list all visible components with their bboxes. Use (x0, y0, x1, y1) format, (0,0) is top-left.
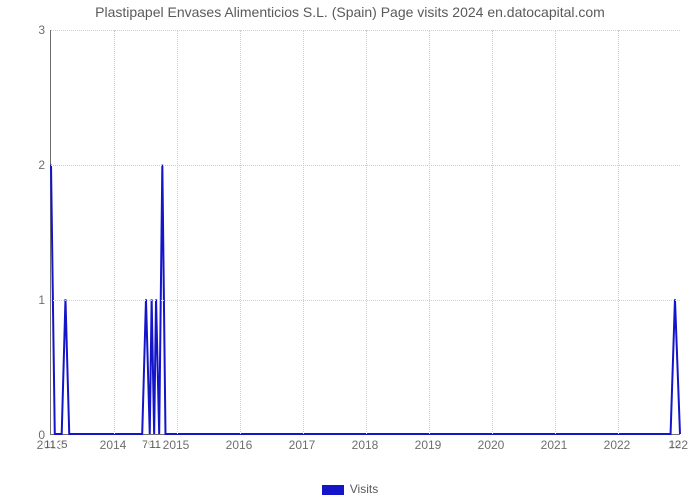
x-tick-label: 2021 (541, 438, 568, 452)
x-tick-label: 2014 (100, 438, 127, 452)
y-tick-label: 2 (30, 158, 45, 172)
x-tick-label: 2015 (163, 438, 190, 452)
x-tick-label: 2019 (415, 438, 442, 452)
legend-label: Visits (350, 482, 378, 496)
legend-swatch (322, 485, 344, 495)
x-tick-label: 2016 (226, 438, 253, 452)
x-tick-label: 2022 (604, 438, 631, 452)
grid-line-v (492, 30, 493, 434)
data-point-label: 11 (43, 439, 56, 451)
data-point-label: 12 (668, 439, 682, 451)
grid-line-v (366, 30, 367, 434)
grid-line-v (240, 30, 241, 434)
grid-line-v (555, 30, 556, 434)
grid-line-v (114, 30, 115, 434)
data-point-label: 11 (148, 439, 161, 451)
grid-line-v (177, 30, 178, 434)
grid-line-v (303, 30, 304, 434)
y-tick-label: 1 (30, 293, 45, 307)
x-tick-label: 2017 (289, 438, 316, 452)
grid-line-v (429, 30, 430, 434)
chart-title: Plastipapel Envases Alimenticios S.L. (S… (0, 4, 700, 20)
plot-area (50, 30, 680, 435)
grid-line-v (618, 30, 619, 434)
x-tick-label: 2020 (478, 438, 505, 452)
data-point-label: 5 (60, 439, 68, 451)
x-tick-label: 2018 (352, 438, 379, 452)
legend: Visits (0, 482, 700, 496)
chart-container: { "chart": { "type": "line", "title": "P… (0, 0, 700, 500)
y-tick-label: 3 (30, 23, 45, 37)
